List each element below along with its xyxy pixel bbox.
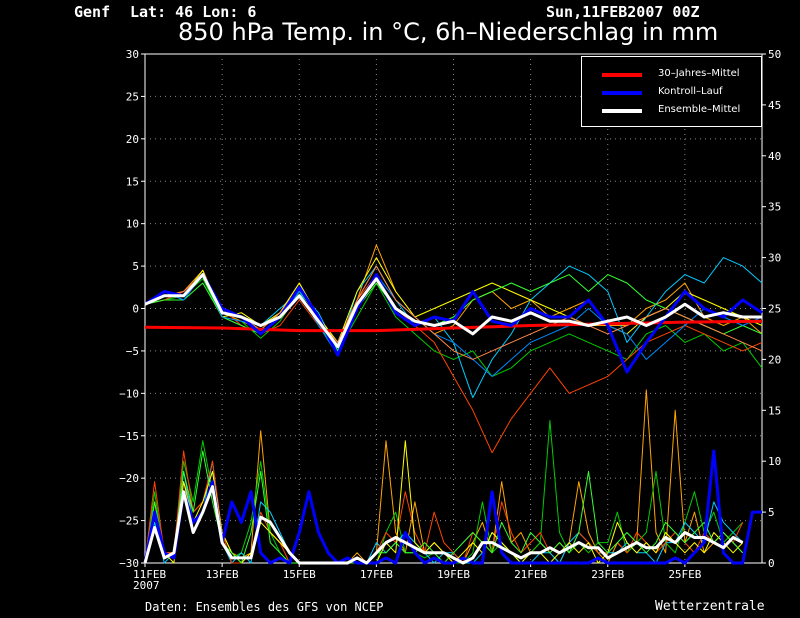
x-tick-label: 21FEB: [514, 568, 547, 581]
y-right-tick-label: 20: [768, 353, 781, 366]
y-left-tick-label: −5: [126, 345, 139, 358]
y-left-tick-label: −25: [119, 515, 139, 528]
x-tick-label: 17FEB: [360, 568, 393, 581]
legend-item-climate-mean: 30–Jahres–Mittel: [582, 67, 763, 83]
legend-swatch-climate-mean: [602, 73, 642, 77]
y-right-tick-label: 50: [768, 48, 781, 61]
y-left-tick-label: 5: [132, 260, 139, 273]
legend-swatch-ensemble-mean: [602, 109, 642, 113]
y-right-tick-label: 40: [768, 150, 781, 163]
legend: 30–Jahres–Mittel Kontroll–Lauf Ensemble–…: [581, 56, 762, 127]
data-source-label: Daten: Ensembles des GFS von NCEP: [145, 600, 384, 614]
y-right-tick-label: 30: [768, 252, 781, 265]
legend-item-control-run: Kontroll–Lauf: [582, 85, 763, 101]
legend-swatch-control-run: [602, 91, 642, 95]
temp-line-ensemble-mittel: [144, 273, 762, 349]
chart-title: 850 hPa Temp. in °C, 6h–Niederschlag in …: [178, 18, 719, 46]
y-right-tick-label: 5: [768, 506, 775, 519]
y-right-tick-label: 45: [768, 99, 781, 112]
coords-label: Lat: 46 Lon: 6: [130, 3, 257, 21]
plot-frame: [144, 53, 763, 564]
y-right-tick-label: 35: [768, 201, 781, 214]
y-left-tick-label: −20: [119, 472, 139, 485]
y-left-tick-label: −15: [119, 430, 139, 443]
y-left-tick-label: 0: [132, 303, 139, 316]
y-left-tick-label: 30: [126, 48, 139, 61]
legend-label-climate-mean: 30–Jahres–Mittel: [658, 68, 740, 79]
y-left-tick-label: 20: [126, 133, 139, 146]
legend-label-control-run: Kontroll–Lauf: [658, 86, 723, 97]
y-left-tick-label: 10: [126, 218, 139, 231]
axes: −30 −25 −20 −15 −10 −5 0 5 10 15 20 25 30 0 5 10 15 20 25 3…: [119, 48, 781, 592]
y-left-tick-label: 25: [126, 90, 139, 103]
x-tick-label: 19FEB: [437, 568, 470, 581]
precip-line-kontroll-lauf: [143, 449, 762, 565]
x-tick-label: 25FEB: [668, 568, 701, 581]
y-right-tick-label: 0: [768, 557, 775, 570]
x-tick-label: 11FEB: [133, 568, 166, 581]
temp-line-member-2: [144, 278, 763, 377]
run-label: Sun,11FEB2007 00Z: [546, 3, 700, 21]
x-year-label: 2007: [133, 579, 160, 592]
x-tick-label: 13FEB: [206, 568, 239, 581]
precip-line-ensemble-mittel: [143, 485, 744, 565]
series-layer: [143, 244, 763, 565]
y-left-tick-label: −10: [119, 387, 139, 400]
y-right-tick-label: 15: [768, 404, 781, 417]
x-tick-label: 15FEB: [283, 568, 316, 581]
legend-label-ensemble-mean: Ensemble–Mittel: [658, 104, 741, 115]
y-right-tick-label: 25: [768, 303, 781, 316]
brand-label: Wetterzentrale: [655, 599, 765, 614]
location-label: Genf: [74, 3, 111, 21]
temp-line-30-jahres-mittel: [144, 319, 763, 333]
x-tick-label: 23FEB: [591, 568, 624, 581]
legend-item-ensemble-mean: Ensemble–Mittel: [582, 103, 763, 119]
y-left-tick-label: −30: [119, 557, 139, 570]
y-right-tick-label: 10: [768, 455, 781, 468]
y-left-tick-label: 15: [126, 175, 139, 188]
